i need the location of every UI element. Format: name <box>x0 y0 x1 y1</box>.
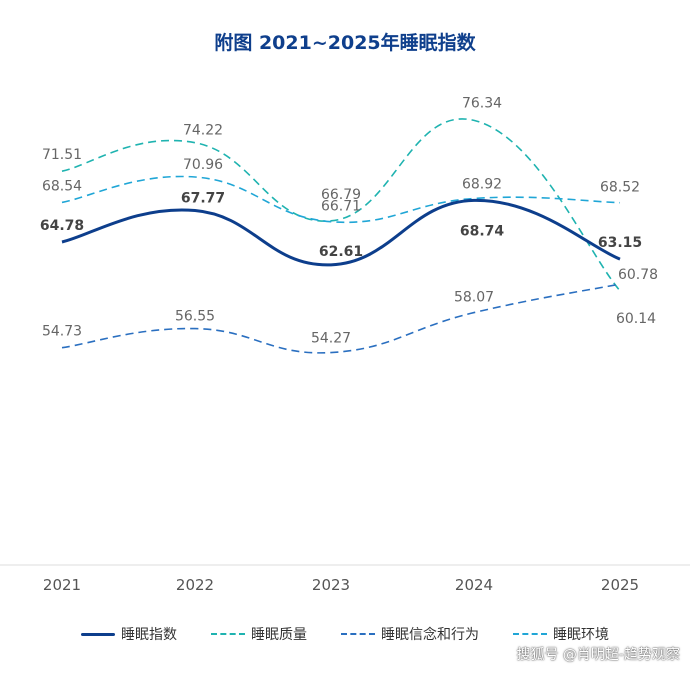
watermark: 搜狐号 @肖明超-趋势观察 <box>516 647 680 663</box>
data-label-1-0: 71.51 <box>42 147 82 163</box>
legend-item-3: 睡眠环境 <box>513 624 609 644</box>
data-label-2-4: 60.78 <box>618 267 658 283</box>
legend-item-0: 睡眠指数 <box>81 624 177 644</box>
x-tick-label-2023: 2023 <box>312 576 350 594</box>
series-line-2 <box>61 283 621 354</box>
series-line-0 <box>61 198 621 267</box>
data-label-1-4: 60.14 <box>616 311 656 327</box>
data-label-3-3: 68.92 <box>462 176 502 192</box>
data-label-3-4: 68.52 <box>600 180 640 196</box>
legend-label-3: 睡眠环境 <box>553 627 609 643</box>
data-label-3-2: 66.71 <box>321 199 361 215</box>
x-tick-label-2021: 2021 <box>43 576 81 594</box>
series-line-3 <box>61 175 621 224</box>
data-label-0-0: 64.78 <box>40 218 84 234</box>
data-label-0-2: 62.61 <box>319 244 363 260</box>
data-label-3-1: 70.96 <box>183 157 223 173</box>
legend-label-2: 睡眠信念和行为 <box>381 627 479 643</box>
legend-label-1: 睡眠质量 <box>251 627 307 643</box>
chart-title: 附图 2021~2025年睡眠指数 <box>214 32 476 54</box>
data-label-1-3: 76.34 <box>462 95 502 111</box>
data-label-0-3: 68.74 <box>460 223 505 239</box>
legend-swatch-0 <box>81 632 115 636</box>
data-label-1-1: 74.22 <box>183 123 223 139</box>
legend: 睡眠指数 睡眠质量 睡眠信念和行为 睡眠环境 <box>0 624 690 644</box>
data-label-1-2: 66.79 <box>321 187 361 203</box>
data-label-2-2: 54.27 <box>311 331 351 347</box>
series-line-1 <box>61 118 621 292</box>
data-label-3-0: 68.54 <box>42 178 82 194</box>
x-tick-label-2022: 2022 <box>176 576 214 594</box>
data-label-2-0: 54.73 <box>42 324 82 340</box>
legend-swatch-1 <box>211 633 245 635</box>
legend-item-1: 睡眠质量 <box>211 624 307 644</box>
data-label-0-1: 67.77 <box>181 191 225 207</box>
x-tick-label-2025: 2025 <box>601 576 639 594</box>
data-label-0-4: 63.15 <box>598 235 642 251</box>
data-label-2-3: 58.07 <box>454 290 494 306</box>
legend-swatch-2 <box>341 633 375 635</box>
legend-label-0: 睡眠指数 <box>121 627 177 643</box>
legend-swatch-3 <box>513 633 547 635</box>
legend-item-2: 睡眠信念和行为 <box>341 624 479 644</box>
x-tick-label-2024: 2024 <box>455 576 493 594</box>
data-label-2-1: 56.55 <box>175 309 215 325</box>
